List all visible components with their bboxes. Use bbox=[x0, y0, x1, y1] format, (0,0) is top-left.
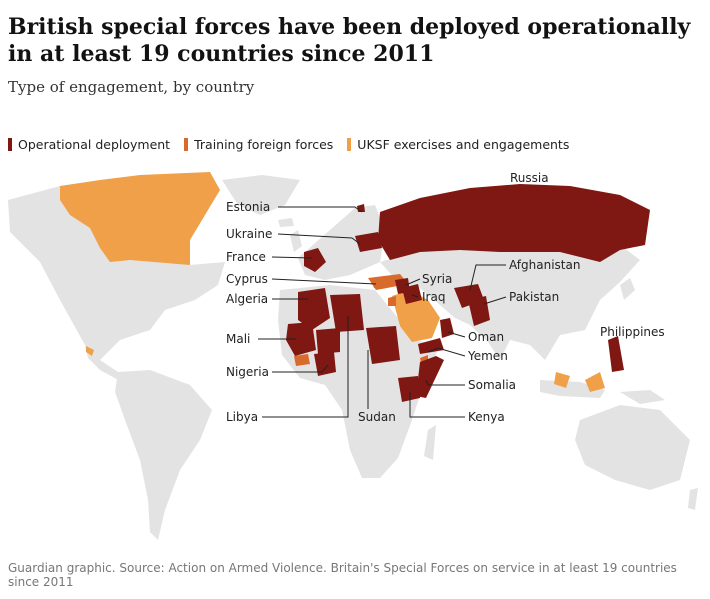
leader-estonia bbox=[278, 206, 363, 213]
leader-syria bbox=[405, 278, 421, 286]
country-saudi-arabia bbox=[392, 290, 440, 342]
leader-yemen bbox=[427, 347, 466, 357]
legend-label-exercises: UKSF exercises and engagements bbox=[357, 137, 570, 152]
legend-item-training: Training foreign forces bbox=[184, 137, 333, 152]
leader-ukraine bbox=[277, 233, 361, 245]
legend-label-training: Training foreign forces bbox=[194, 137, 334, 152]
country-somalia bbox=[416, 356, 444, 398]
legend-item-operational: Operational deployment bbox=[8, 137, 170, 152]
land-new-zealand bbox=[688, 488, 698, 510]
label-russia: Russia bbox=[510, 171, 549, 185]
country-russia bbox=[378, 184, 650, 262]
label-oman: Oman bbox=[468, 330, 504, 344]
land-madagascar bbox=[424, 425, 436, 460]
label-cyprus: Cyprus bbox=[226, 272, 268, 286]
world-map: Russia Estonia Ukraine France Cyprus Alg… bbox=[8, 171, 698, 540]
exercises-countries bbox=[60, 172, 605, 392]
label-yemen: Yemen bbox=[467, 349, 508, 363]
land-iceland bbox=[278, 218, 294, 227]
leader-lines bbox=[258, 206, 507, 418]
land-north-america bbox=[8, 186, 225, 360]
legend: Operational deployment Training foreign … bbox=[8, 137, 569, 152]
land-japan bbox=[620, 278, 635, 300]
label-iraq: Iraq bbox=[422, 290, 445, 304]
operational-countries bbox=[286, 184, 650, 402]
country-burkina bbox=[294, 354, 310, 366]
land-south-america bbox=[115, 370, 212, 540]
land-asia bbox=[380, 245, 640, 360]
label-france: France bbox=[226, 250, 266, 264]
label-sudan: Sudan bbox=[358, 410, 396, 424]
leader-kenya bbox=[409, 392, 465, 418]
country-libya bbox=[330, 294, 364, 332]
country-canada bbox=[60, 172, 220, 265]
country-panama bbox=[86, 346, 94, 356]
chart-title: British special forces have been deploye… bbox=[8, 14, 691, 67]
country-iraq bbox=[402, 284, 422, 304]
country-yemen bbox=[418, 338, 444, 354]
label-mali: Mali bbox=[226, 332, 250, 346]
label-afghanistan: Afghanistan bbox=[509, 258, 580, 272]
leader-nigeria bbox=[272, 364, 329, 373]
legend-item-exercises: UKSF exercises and engagements bbox=[347, 137, 569, 152]
leader-somalia bbox=[425, 379, 465, 386]
label-philippines: Philippines bbox=[600, 325, 665, 339]
country-turkey bbox=[368, 274, 408, 290]
leader-pakistan bbox=[483, 296, 507, 305]
source-note: Guardian graphic. Source: Action on Arme… bbox=[8, 561, 677, 589]
legend-label-operational: Operational deployment bbox=[18, 137, 171, 152]
chart-subtitle: Type of engagement, by country bbox=[8, 78, 255, 96]
country-nigeria bbox=[314, 352, 336, 376]
leader-oman bbox=[447, 331, 466, 338]
leader-afghanistan bbox=[469, 264, 506, 291]
country-oman bbox=[440, 318, 454, 338]
legend-swatch-training bbox=[184, 138, 189, 151]
legend-swatch-operational bbox=[8, 138, 12, 151]
label-estonia: Estonia bbox=[226, 200, 270, 214]
country-sudan bbox=[366, 326, 400, 364]
country-kenya bbox=[398, 376, 420, 402]
land-new-guinea bbox=[620, 390, 665, 404]
label-somalia: Somalia bbox=[468, 378, 516, 392]
label-libya: Libya bbox=[226, 410, 258, 424]
land-greenland bbox=[222, 175, 300, 215]
label-kenya: Kenya bbox=[468, 410, 505, 424]
label-pakistan: Pakistan bbox=[509, 290, 559, 304]
label-nigeria: Nigeria bbox=[226, 365, 269, 379]
country-niger bbox=[316, 328, 340, 354]
label-ukraine: Ukraine bbox=[226, 227, 272, 241]
country-philippines bbox=[608, 336, 624, 372]
leader-iraq bbox=[411, 294, 419, 298]
country-ukraine bbox=[355, 232, 382, 252]
land-australia bbox=[575, 405, 690, 490]
country-borneo bbox=[585, 372, 605, 392]
land-uk bbox=[290, 230, 302, 252]
country-france bbox=[304, 248, 326, 272]
label-algeria: Algeria bbox=[226, 292, 268, 306]
leader-libya bbox=[262, 316, 349, 418]
country-jordan bbox=[388, 296, 396, 306]
label-syria: Syria bbox=[422, 272, 452, 286]
leader-cyprus bbox=[271, 278, 377, 285]
training-countries bbox=[294, 274, 428, 366]
country-labels: Russia Estonia Ukraine France Cyprus Alg… bbox=[226, 171, 665, 424]
leader-france bbox=[271, 256, 313, 259]
country-mali bbox=[286, 322, 316, 356]
legend-swatch-exercises bbox=[347, 138, 352, 151]
country-malaysia bbox=[554, 372, 570, 388]
